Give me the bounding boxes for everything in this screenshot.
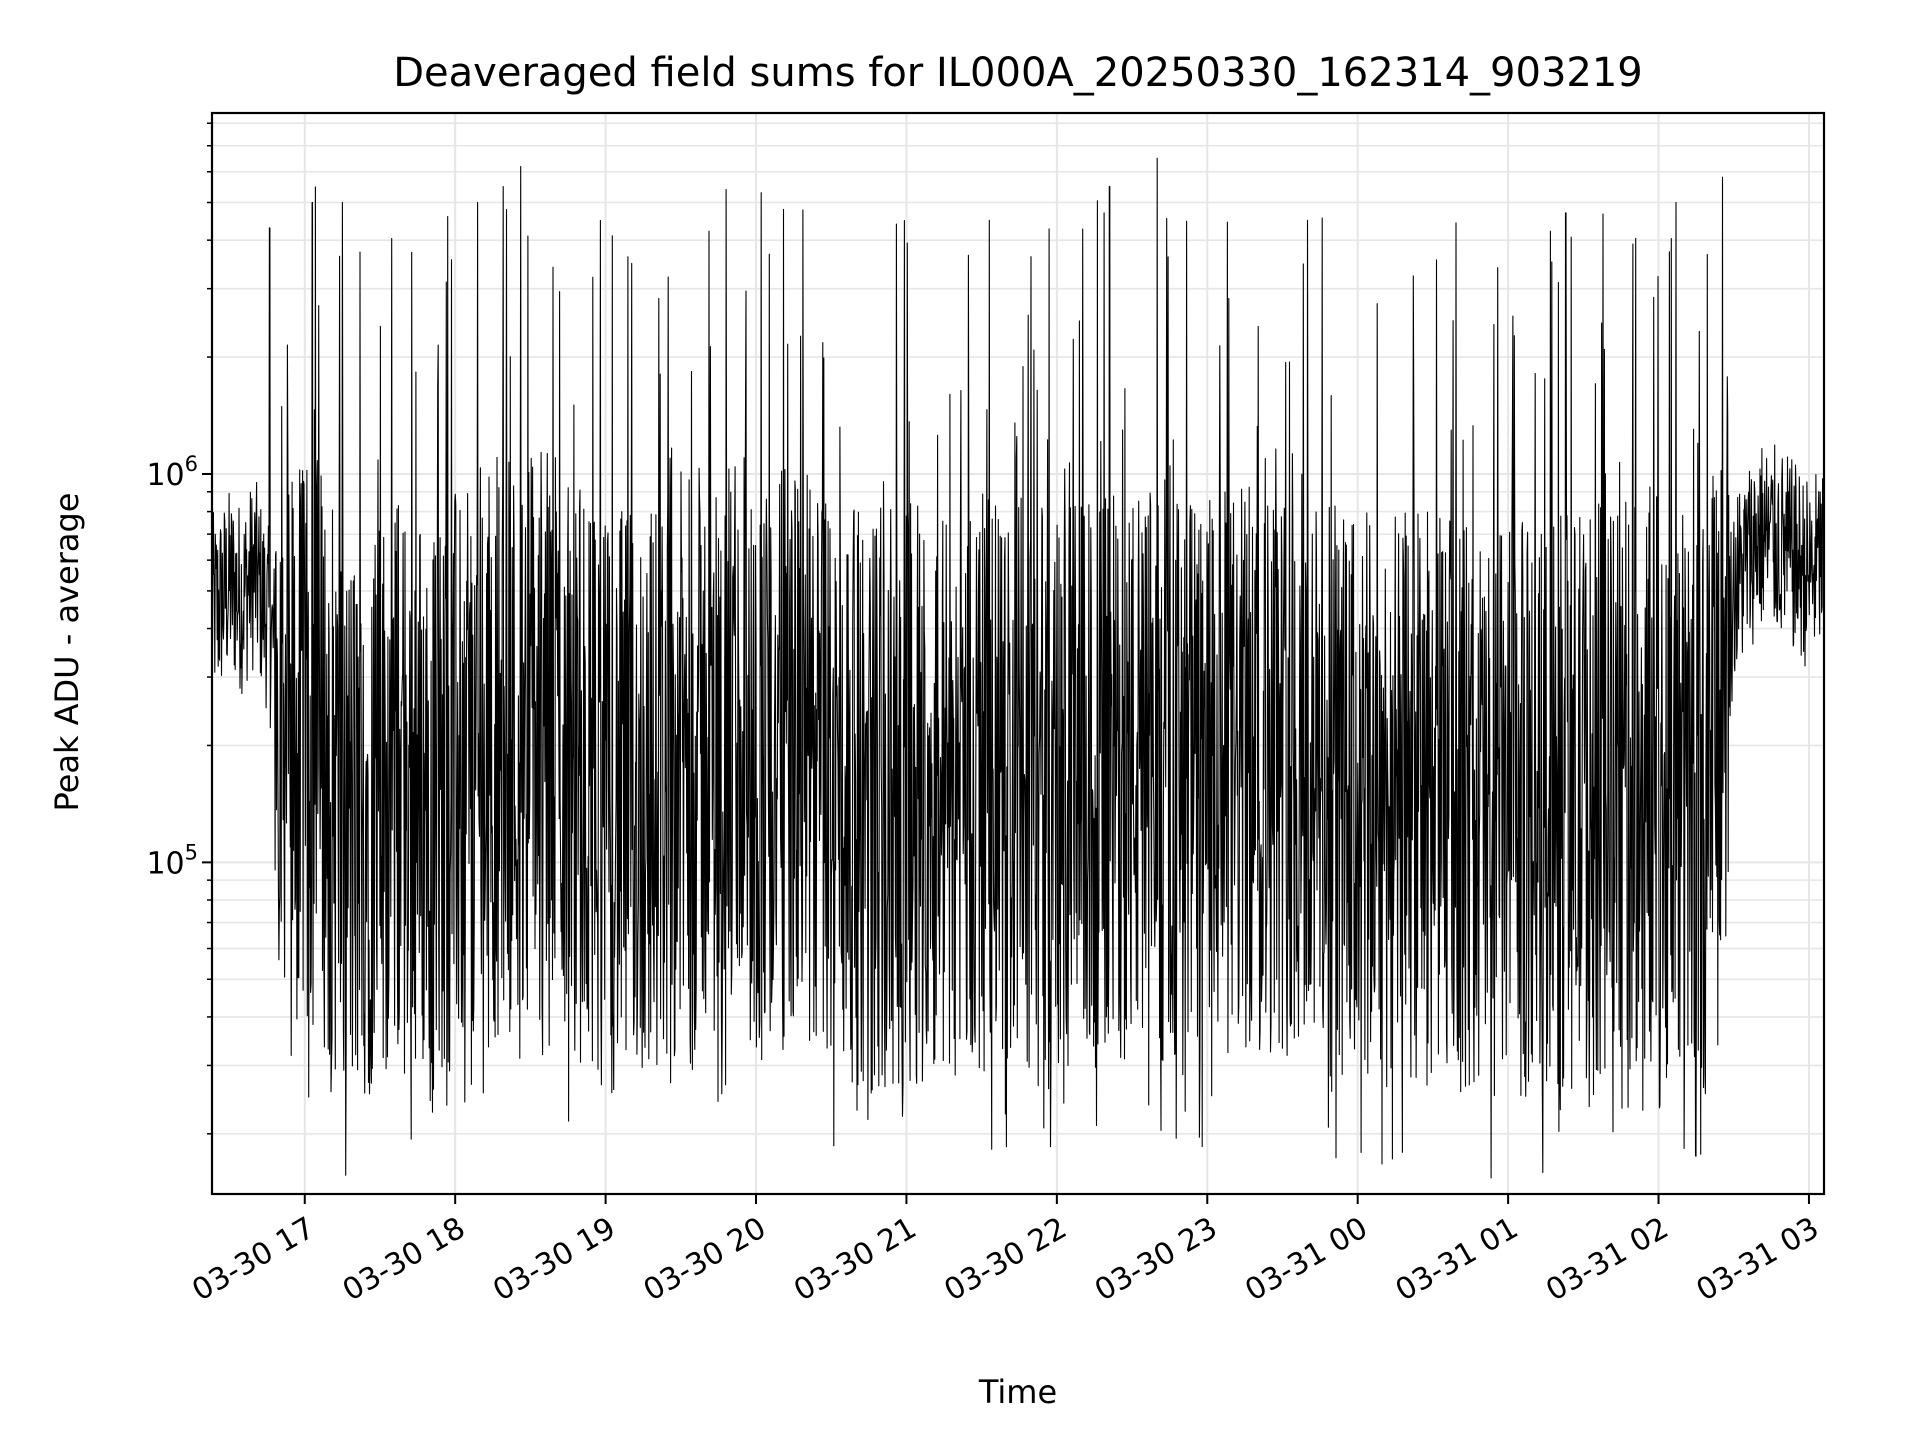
x-axis-title: Time bbox=[978, 1373, 1057, 1411]
data-line bbox=[211, 157, 1825, 1179]
y-axis-title: Peak ADU - average bbox=[48, 493, 86, 812]
chart-title: Deaveraged field sums for IL000A_2025033… bbox=[393, 50, 1643, 96]
plot-frame bbox=[210, 111, 1826, 1196]
y-tick-label: 105 bbox=[146, 840, 198, 881]
y-tick-label: 106 bbox=[146, 452, 198, 493]
plot-area bbox=[211, 157, 1825, 1179]
